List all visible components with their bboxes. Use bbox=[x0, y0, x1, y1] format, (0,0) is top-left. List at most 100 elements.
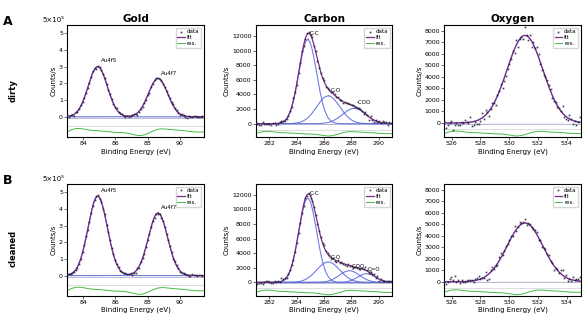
Legend: data, fit, res.: data, fit, res. bbox=[364, 187, 390, 206]
data bbox=[199, 274, 206, 278]
Legend: data, fit, res.: data, fit, res. bbox=[553, 28, 578, 48]
res. bbox=[541, 288, 548, 292]
Line: res.: res. bbox=[67, 129, 204, 136]
res. bbox=[200, 289, 207, 293]
Text: B: B bbox=[3, 174, 12, 187]
res. bbox=[81, 127, 88, 131]
fit bbox=[495, 91, 502, 95]
data bbox=[503, 244, 510, 248]
data bbox=[348, 264, 355, 268]
res. bbox=[541, 130, 548, 134]
Y-axis label: Counts/s: Counts/s bbox=[224, 66, 230, 96]
X-axis label: Binding Energy (eV): Binding Energy (eV) bbox=[478, 307, 548, 313]
fit bbox=[118, 270, 125, 274]
Legend: data, fit, res.: data, fit, res. bbox=[176, 187, 201, 206]
data bbox=[388, 121, 395, 125]
Text: cleaned: cleaned bbox=[8, 230, 18, 268]
Line: fit: fit bbox=[444, 35, 581, 123]
data bbox=[376, 119, 383, 123]
data bbox=[338, 99, 345, 103]
res. bbox=[513, 293, 520, 297]
data bbox=[315, 66, 322, 70]
fit bbox=[150, 80, 157, 85]
res. bbox=[325, 293, 332, 297]
data bbox=[527, 222, 534, 226]
res. bbox=[458, 130, 465, 134]
Line: data: data bbox=[255, 32, 392, 126]
res. bbox=[325, 134, 332, 138]
fit bbox=[352, 105, 359, 109]
Line: res.: res. bbox=[444, 131, 581, 136]
res. bbox=[452, 288, 459, 292]
data bbox=[305, 30, 312, 34]
fit bbox=[351, 104, 358, 108]
res. bbox=[109, 289, 116, 293]
Y-axis label: Counts/s: Counts/s bbox=[416, 224, 423, 255]
X-axis label: Binding Energy (eV): Binding Energy (eV) bbox=[100, 148, 171, 155]
res. bbox=[486, 290, 493, 294]
X-axis label: Binding Energy (eV): Binding Energy (eV) bbox=[289, 307, 359, 313]
fit bbox=[80, 246, 87, 250]
Title: Carbon: Carbon bbox=[303, 14, 345, 24]
data bbox=[525, 221, 532, 225]
res. bbox=[578, 132, 584, 136]
res. bbox=[307, 291, 314, 295]
data bbox=[183, 116, 190, 120]
fit bbox=[80, 98, 87, 102]
Text: Au4f5: Au4f5 bbox=[98, 188, 117, 196]
fit bbox=[351, 265, 358, 269]
data bbox=[64, 272, 71, 276]
fit bbox=[109, 98, 116, 102]
Text: Au4f7: Au4f7 bbox=[158, 71, 178, 78]
res. bbox=[352, 289, 359, 293]
res. bbox=[163, 127, 170, 131]
data bbox=[315, 229, 322, 233]
data bbox=[336, 99, 343, 103]
Text: C-C: C-C bbox=[310, 191, 319, 197]
Text: Au4f7: Au4f7 bbox=[158, 205, 178, 213]
data bbox=[95, 193, 102, 197]
fit bbox=[269, 281, 276, 285]
fit bbox=[389, 280, 396, 284]
res. bbox=[389, 132, 396, 136]
fit bbox=[94, 65, 101, 69]
data bbox=[441, 120, 448, 124]
res. bbox=[64, 130, 71, 134]
Legend: data, fit, res.: data, fit, res. bbox=[176, 28, 201, 48]
res. bbox=[578, 290, 584, 294]
res. bbox=[495, 291, 502, 295]
data bbox=[126, 273, 133, 277]
fit bbox=[339, 261, 346, 265]
res. bbox=[75, 127, 82, 131]
data bbox=[199, 114, 206, 118]
res. bbox=[81, 286, 88, 290]
Text: Au4f5: Au4f5 bbox=[98, 58, 117, 67]
res. bbox=[441, 131, 448, 135]
fit bbox=[307, 193, 314, 197]
data bbox=[252, 281, 259, 285]
data bbox=[254, 283, 261, 287]
Text: -COO: -COO bbox=[354, 100, 371, 108]
Line: data: data bbox=[255, 193, 392, 285]
res. bbox=[513, 134, 520, 138]
data bbox=[126, 115, 133, 119]
data bbox=[187, 115, 194, 119]
data bbox=[146, 232, 153, 236]
data bbox=[537, 62, 544, 66]
fit bbox=[495, 260, 502, 264]
res. bbox=[297, 132, 304, 136]
data bbox=[343, 101, 350, 105]
res. bbox=[297, 291, 304, 295]
Line: res.: res. bbox=[256, 131, 392, 136]
Text: A: A bbox=[3, 15, 12, 28]
fit bbox=[485, 272, 492, 276]
res. bbox=[339, 290, 346, 294]
Line: data: data bbox=[67, 65, 203, 119]
res. bbox=[263, 129, 270, 133]
Line: fit: fit bbox=[444, 223, 581, 282]
fit bbox=[64, 273, 71, 277]
res. bbox=[352, 130, 359, 134]
res. bbox=[269, 130, 276, 134]
res. bbox=[352, 130, 359, 134]
fit bbox=[94, 194, 101, 198]
